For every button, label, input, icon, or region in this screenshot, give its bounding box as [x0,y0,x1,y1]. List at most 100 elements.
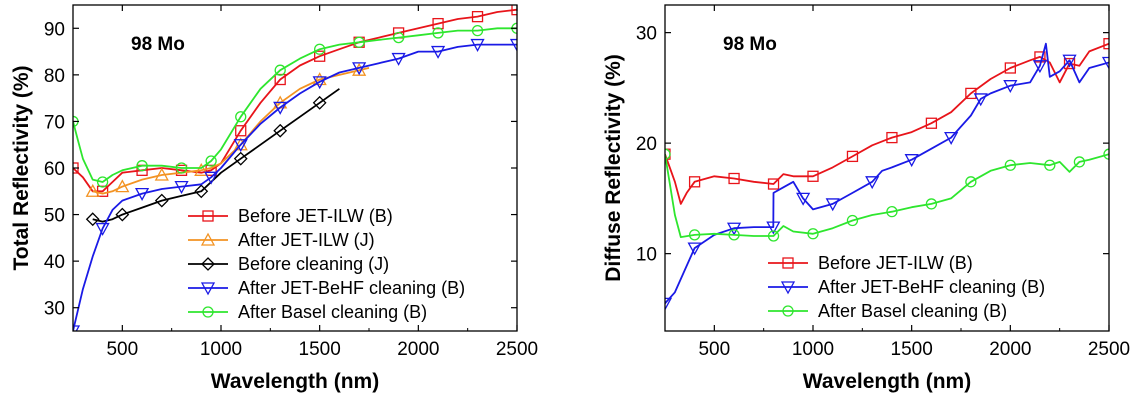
y-tick-label: 40 [44,252,65,273]
y-tick-label: 70 [44,112,65,133]
x-axis-label: Wavelength (nm) [211,370,379,393]
data-point [973,93,988,107]
data-point [391,52,406,66]
legend-marker [780,281,796,295]
legend-label: After JET-BeHF cleaning (B) [238,278,465,298]
data-point [796,192,811,206]
data-point [134,187,150,201]
y-tick-label: 90 [44,19,65,40]
legend: Before JET-ILW (B) After JET-ILW (J) Befor… [188,206,465,322]
y-axis-label: Total Reflectivity (%) [10,66,33,271]
series-after-basel-cleaning-b [665,148,1109,242]
x-axis: 500 1000 1500 2000 2500 [72,5,538,360]
x-tick-label: 2000 [397,339,439,360]
y-tick-label: 30 [636,24,657,45]
series-line-after-basel-cleaning-b [665,153,1109,239]
y-axis: 30 40 50 60 70 80 90 [44,19,517,320]
data-point [430,45,446,59]
data-point [235,125,247,137]
data-point [1004,62,1016,74]
data-point [886,131,898,144]
x-tick-label: 500 [698,339,730,360]
x-tick-label: 500 [106,339,138,360]
legend-item-after-jet-behf-cleaning-b: After JET-BeHF cleaning (B) [188,278,465,298]
legend-label: After JET-BeHF cleaning (B) [818,277,1045,297]
x-axis: 500 1000 1500 2000 2500 [664,5,1130,360]
data-point [471,24,484,37]
series-line-after-basel-cleaning-b [73,27,517,183]
legend-marker [201,257,215,271]
data-point [965,176,977,188]
data-point [470,38,485,52]
data-point [766,221,781,235]
data-point [728,172,740,185]
x-axis-label: Wavelength (nm) [803,370,971,393]
data-point [825,198,840,212]
data-point [944,131,959,145]
data-point [904,154,919,168]
legend-marker [782,257,794,269]
legend-marker [200,282,216,296]
data-point [1101,56,1109,70]
data-point [174,180,189,194]
data-point [175,162,188,174]
legend-item-before-jet-ilw-b: Before JET-ILW (B) [768,253,973,273]
data-point [726,222,742,236]
series-after-jet-behf-cleaning-b [73,38,517,331]
plot-area [73,5,517,331]
data-point [96,176,109,188]
y-tick-label: 30 [44,299,65,320]
data-point [136,160,148,172]
data-point [1034,51,1046,63]
legend-marker [782,305,794,317]
data-point [1103,38,1109,50]
data-point [665,148,671,160]
legend-label: After Basel cleaning (B) [238,302,427,322]
x-tick-label: 2500 [1088,339,1130,360]
data-point [925,198,938,210]
legend: Before JET-ILW (B) After JET-BeHF cleanin… [768,253,1045,321]
legend-label: Before JET-ILW (B) [818,253,973,273]
legend-item-after-jet-behf-cleaning-b: After JET-BeHF cleaning (B) [768,277,1045,297]
series-after-jet-behf-cleaning-b [665,42,1109,311]
series-line-after-jet-behf-cleaning-b [73,43,517,331]
data-point [204,171,219,185]
data-point [432,17,444,30]
data-point [273,123,288,138]
chart-total-reflectivity: 500 1000 1500 2000 2500 30 40 50 60 70 80 90 Wavelen… [10,4,538,393]
data-point [1004,159,1016,171]
data-point [688,176,701,188]
data-point [1062,54,1077,68]
data-point [392,31,405,44]
data-point [273,101,288,115]
legend-item-before-jet-ilw-b: Before JET-ILW (B) [188,206,393,226]
data-point [767,178,780,190]
legend-item-after-jet-ilw-j: After JET-ILW (J) [188,230,375,250]
data-point [728,229,740,241]
x-tick-label: 1500 [891,339,933,360]
data-point [1063,57,1076,70]
data-point [865,176,880,190]
plot-area [665,38,1109,311]
y-tick-label: 80 [44,66,65,87]
y-tick-label: 50 [44,206,65,227]
data-point [1073,156,1086,168]
data-point [95,222,110,236]
legend-item-after-basel-cleaning-b: After Basel cleaning (B) [768,301,1007,321]
data-point [509,38,517,52]
data-point [154,167,169,181]
data-point [846,214,859,227]
plot-frame [664,4,1110,332]
data-point [205,164,217,176]
legend-label: After JET-ILW (J) [238,230,375,250]
data-point [115,179,130,193]
y-tick-label: 60 [44,159,65,180]
data-point [1103,148,1109,160]
data-point [314,43,326,55]
series-line-before-jet-ilw-b [665,42,1109,205]
data-point [767,230,780,242]
y-axis: 10 20 30 [636,24,1109,266]
data-point [807,228,819,240]
x-tick-label: 2500 [496,339,538,360]
data-point [925,117,938,129]
